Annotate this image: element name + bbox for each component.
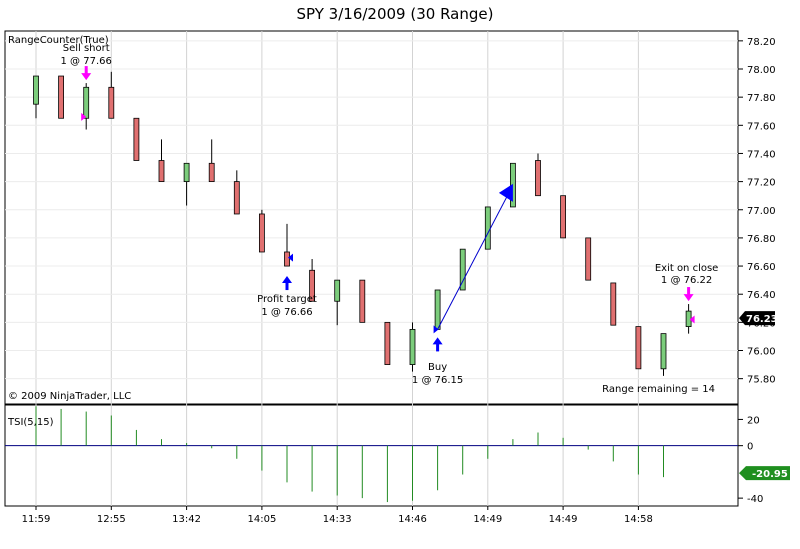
tsi-axis-ticks: 20 0 -40	[738, 415, 763, 505]
buy-fill-label: 1 @ 76.15	[412, 375, 463, 386]
trade-markers	[437, 183, 513, 330]
sell-short-arrow	[84, 66, 88, 75]
price-candles	[33, 71, 692, 376]
up-candle	[434, 289, 441, 330]
down-candle	[635, 326, 642, 370]
tsi-panel-frame	[4, 404, 739, 507]
tsi-last-value: -20.95	[752, 469, 788, 480]
down-candle	[309, 269, 316, 302]
price-tick-label: 76.80	[747, 234, 776, 245]
time-tick-label: 12:55	[97, 514, 126, 525]
last-price-value: 76.23	[746, 314, 778, 325]
up-candle	[334, 279, 341, 302]
tsi-tick-label: 0	[747, 442, 753, 453]
time-tick-label: 13:42	[172, 514, 201, 525]
time-tick-label: 14:58	[624, 514, 653, 525]
time-tick-label: 14:46	[398, 514, 427, 525]
copyright-label: © 2009 NinjaTrader, LLC	[8, 391, 131, 402]
last-price-badge: 76.23	[739, 311, 778, 326]
exit-fill-marker	[689, 315, 695, 324]
time-tick-label: 14:49	[549, 514, 578, 525]
trade-connector-line	[437, 192, 510, 330]
tsi-last-value-badge: -20.95	[739, 466, 790, 481]
exit-label: Exit on close	[655, 263, 719, 274]
down-candle	[208, 162, 215, 183]
down-candle	[359, 279, 366, 323]
exit-arrow	[683, 294, 694, 302]
sell-short-fill-label: 1 @ 77.66	[61, 56, 112, 67]
down-candle	[233, 181, 240, 215]
time-tick-label: 14:49	[473, 514, 502, 525]
buy-fill-marker	[433, 325, 439, 334]
tsi-bars	[35, 406, 664, 503]
price-tick-label: 78.20	[747, 37, 776, 48]
tsi-tick-label: 20	[747, 415, 760, 426]
profit-target-arrow	[285, 282, 289, 291]
profit-target-label: Profit target	[257, 294, 317, 305]
down-candle	[108, 86, 115, 119]
profit-target-fill-marker	[288, 253, 293, 262]
tsi-indicator-label: TSI(5,15)	[7, 417, 54, 428]
indicator-label: RangeCounter(True)	[8, 35, 109, 46]
up-candle	[660, 333, 667, 370]
trade-annotations: Sell short 1 @ 77.66 Profit target 1 @ 76.6…	[61, 43, 719, 386]
tsi-tick-label: -40	[747, 494, 763, 505]
down-candle	[585, 237, 592, 281]
price-tick-label: 77.60	[747, 121, 776, 132]
price-tick-label: 76.40	[747, 290, 776, 301]
time-tick-label: 14:33	[323, 514, 352, 525]
profit-target-fill-label: 1 @ 76.66	[261, 307, 312, 318]
sell-short-arrow	[81, 73, 92, 81]
down-candle	[284, 251, 290, 267]
price-tick-label: 77.20	[747, 178, 776, 189]
price-tick-label: 76.00	[747, 347, 776, 358]
up-candle	[409, 328, 416, 365]
price-tick-label: 77.00	[747, 206, 776, 217]
up-candle	[685, 310, 692, 327]
price-tick-label: 75.80	[747, 375, 776, 386]
down-candle	[58, 75, 64, 119]
up-candle	[83, 86, 90, 119]
exit-arrow	[687, 287, 691, 296]
down-candle	[384, 321, 391, 365]
sell-short-fill-marker	[81, 112, 87, 121]
down-candle	[158, 160, 165, 183]
price-tick-label: 77.40	[747, 149, 776, 160]
time-tick-label: 14:05	[247, 514, 276, 525]
buy-arrow	[432, 337, 443, 345]
range-remaining-label: Range remaining = 14	[602, 384, 715, 395]
price-tick-label: 76.60	[747, 262, 776, 273]
time-tick-label: 11:59	[22, 514, 51, 525]
down-candle	[258, 213, 265, 253]
buy-arrow	[436, 343, 440, 352]
grid-lines	[5, 31, 738, 506]
sell-short-label: Sell short	[63, 43, 110, 54]
down-candle	[560, 195, 566, 239]
up-candle	[183, 162, 190, 183]
up-candle	[33, 75, 39, 105]
chart-title: SPY 3/16/2009 (30 Range)	[297, 5, 494, 23]
profit-target-arrow	[282, 276, 292, 284]
up-candle	[484, 206, 491, 250]
time-axis-ticks: 11:59 12:55 13:42 14:05 14:33 14:46 14:49 14:49…	[22, 506, 653, 525]
price-tick-label: 78.00	[747, 65, 776, 76]
down-candle	[610, 282, 617, 326]
price-tick-label: 77.80	[747, 93, 776, 104]
exit-fill-label: 1 @ 76.22	[661, 275, 712, 286]
down-candle	[535, 160, 541, 197]
price-panel-frame	[4, 30, 739, 405]
price-axis-ticks: 78.20 78.00 77.80 77.60 77.40 77.20 77.00 76.80…	[738, 37, 776, 386]
buy-label: Buy	[428, 362, 447, 373]
down-candle	[133, 117, 140, 161]
up-candle	[459, 248, 466, 291]
trade-target-triangle	[498, 183, 513, 202]
